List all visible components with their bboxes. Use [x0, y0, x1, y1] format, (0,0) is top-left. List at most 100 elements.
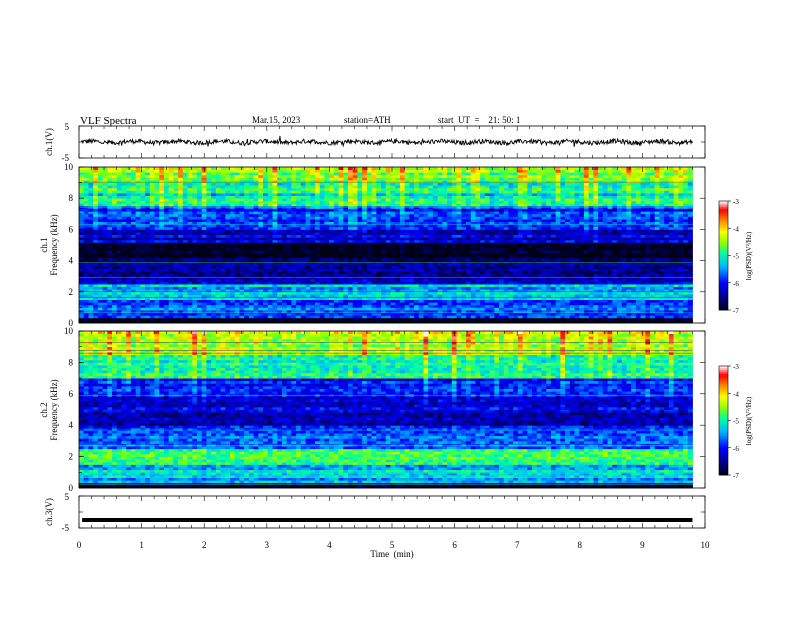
spectrogram-cell: [664, 284, 669, 287]
spectrogram-cell: [575, 281, 580, 284]
spectrogram-cell: [461, 318, 466, 321]
spectrogram-cell: [367, 235, 372, 238]
spectrogram-cell: [126, 268, 131, 271]
spectrogram-cell: [537, 263, 542, 266]
spectrogram-cell: [353, 281, 358, 284]
spectrogram-cell: [169, 271, 174, 274]
spectrogram-cell: [565, 240, 570, 243]
spectrogram-cell: [230, 300, 235, 303]
spectrogram-cell: [579, 274, 584, 277]
spectrogram-cell: [272, 240, 277, 243]
spectrogram-cell: [438, 245, 443, 248]
spectrogram-cell: [584, 274, 589, 277]
spectrogram-cell: [140, 261, 145, 264]
spectrogram-cell: [414, 281, 419, 284]
spectrogram-cell: [499, 237, 504, 240]
spectrogram-cell: [306, 315, 311, 318]
spectrogram-cell: [362, 281, 367, 284]
spectrogram-cell: [121, 266, 126, 269]
spectrogram-cell: [579, 307, 584, 310]
spectrogram-cell: [140, 302, 145, 305]
spectrogram-cell: [258, 302, 263, 305]
spectrogram-cell: [400, 281, 405, 284]
spectrogram-cell: [631, 279, 636, 282]
spectrogram-cell: [244, 245, 249, 248]
spectrogram-cell: [136, 248, 141, 251]
spectrogram-cell: [249, 274, 254, 277]
spectrogram-cell: [636, 235, 641, 238]
spectrogram-cell: [244, 307, 249, 310]
spectrogram-cell: [386, 271, 391, 274]
spectrogram-cell: [631, 261, 636, 264]
spectrogram-cell: [499, 250, 504, 253]
spectrogram-cell: [117, 253, 122, 256]
spectrogram-cell: [348, 227, 353, 230]
spectrogram-cell: [414, 232, 419, 235]
spectrogram-cell: [636, 300, 641, 303]
spectrogram-cell: [442, 235, 447, 238]
spectrogram-cell: [674, 271, 679, 274]
spectrogram-cell: [447, 307, 452, 310]
spectrogram-cell: [433, 232, 438, 235]
spectrogram-cell: [560, 287, 565, 290]
spectrogram-cell: [650, 261, 655, 264]
spectrogram-cell: [579, 300, 584, 303]
spectrogram-cell: [419, 261, 424, 264]
spectrogram-cell: [329, 240, 334, 243]
spectrogram-cell: [409, 284, 414, 287]
spectrogram-cell: [353, 224, 358, 227]
spectrogram-cell: [277, 253, 282, 256]
spectrogram-cell: [188, 261, 193, 264]
spectrogram-cell: [608, 268, 613, 271]
spectrogram-cell: [131, 305, 136, 308]
spectrogram-cell: [225, 258, 230, 261]
spectrogram-cell: [494, 253, 499, 256]
spectrogram-cell: [112, 274, 117, 277]
spectrogram-cell: [117, 263, 122, 266]
spectrogram-cell: [249, 248, 254, 251]
spectrogram-cell: [650, 268, 655, 271]
spectrogram-cell: [188, 300, 193, 303]
spectrogram-cell: [645, 302, 650, 305]
spectrogram-cell: [659, 235, 664, 238]
spectrogram-cell: [565, 281, 570, 284]
spectrogram-cell: [523, 250, 528, 253]
start-ut-label: start UT = 21: 50: 1: [438, 115, 520, 125]
spectrogram-cell: [126, 302, 131, 305]
spectrogram-cell: [560, 227, 565, 230]
spectrogram-cell: [419, 300, 424, 303]
spectrogram-cell: [136, 307, 141, 310]
spectrogram-cell: [334, 248, 339, 251]
spectrogram-cell: [235, 292, 240, 295]
spectrogram-cell: [678, 268, 683, 271]
spectrogram-cell: [169, 279, 174, 282]
spectrogram-cell: [664, 300, 669, 303]
spectrogram-cell: [419, 266, 424, 269]
spectrogram-cell: [504, 253, 509, 256]
spectrogram-cell: [442, 261, 447, 264]
spectrogram-cell: [343, 305, 348, 308]
spectrogram-cell: [541, 292, 546, 295]
spectrogram-cell: [428, 274, 433, 277]
spectrogram-cell: [490, 266, 495, 269]
spectrogram-cell: [442, 266, 447, 269]
spectrogram-cell: [339, 302, 344, 305]
spectrogram-cell: [414, 263, 419, 266]
spectrogram-cell: [159, 315, 164, 318]
spectrogram-cell: [357, 284, 362, 287]
spectrogram-cell: [329, 266, 334, 269]
spectrogram-cell: [631, 318, 636, 321]
spectrogram-cell: [631, 258, 636, 261]
spectrogram-cell: [428, 266, 433, 269]
spectrogram-cell: [84, 237, 89, 240]
spectrogram-cell: [339, 248, 344, 251]
spectrogram-cell: [169, 292, 174, 295]
spectrogram-cell: [277, 261, 282, 264]
spectrogram-cell: [112, 292, 117, 295]
spectrogram-cell: [268, 258, 273, 261]
spectrogram-cell: [669, 281, 674, 284]
spectrogram-cell: [84, 253, 89, 256]
spectrogram-cell: [438, 266, 443, 269]
spectrogram-cell: [537, 229, 542, 232]
spectrogram-cell: [575, 240, 580, 243]
